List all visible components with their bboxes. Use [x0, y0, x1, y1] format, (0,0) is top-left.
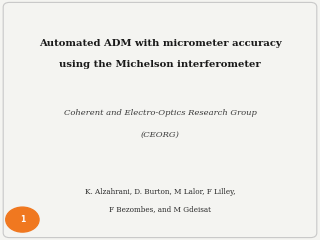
Text: 1: 1	[20, 215, 25, 224]
Text: (CEORG): (CEORG)	[140, 130, 180, 138]
FancyBboxPatch shape	[3, 2, 317, 238]
Text: K. Alzahrani, D. Burton, M Lalor, F Lilley,: K. Alzahrani, D. Burton, M Lalor, F Lill…	[85, 188, 235, 196]
Text: F Bezombes, and M Gdeisat: F Bezombes, and M Gdeisat	[109, 205, 211, 213]
Circle shape	[6, 207, 39, 232]
Text: using the Michelson interferometer: using the Michelson interferometer	[59, 60, 261, 69]
Text: Coherent and Electro-Optics Research Group: Coherent and Electro-Optics Research Gro…	[64, 109, 256, 117]
Text: Automated ADM with micrometer accuracy: Automated ADM with micrometer accuracy	[39, 39, 281, 48]
